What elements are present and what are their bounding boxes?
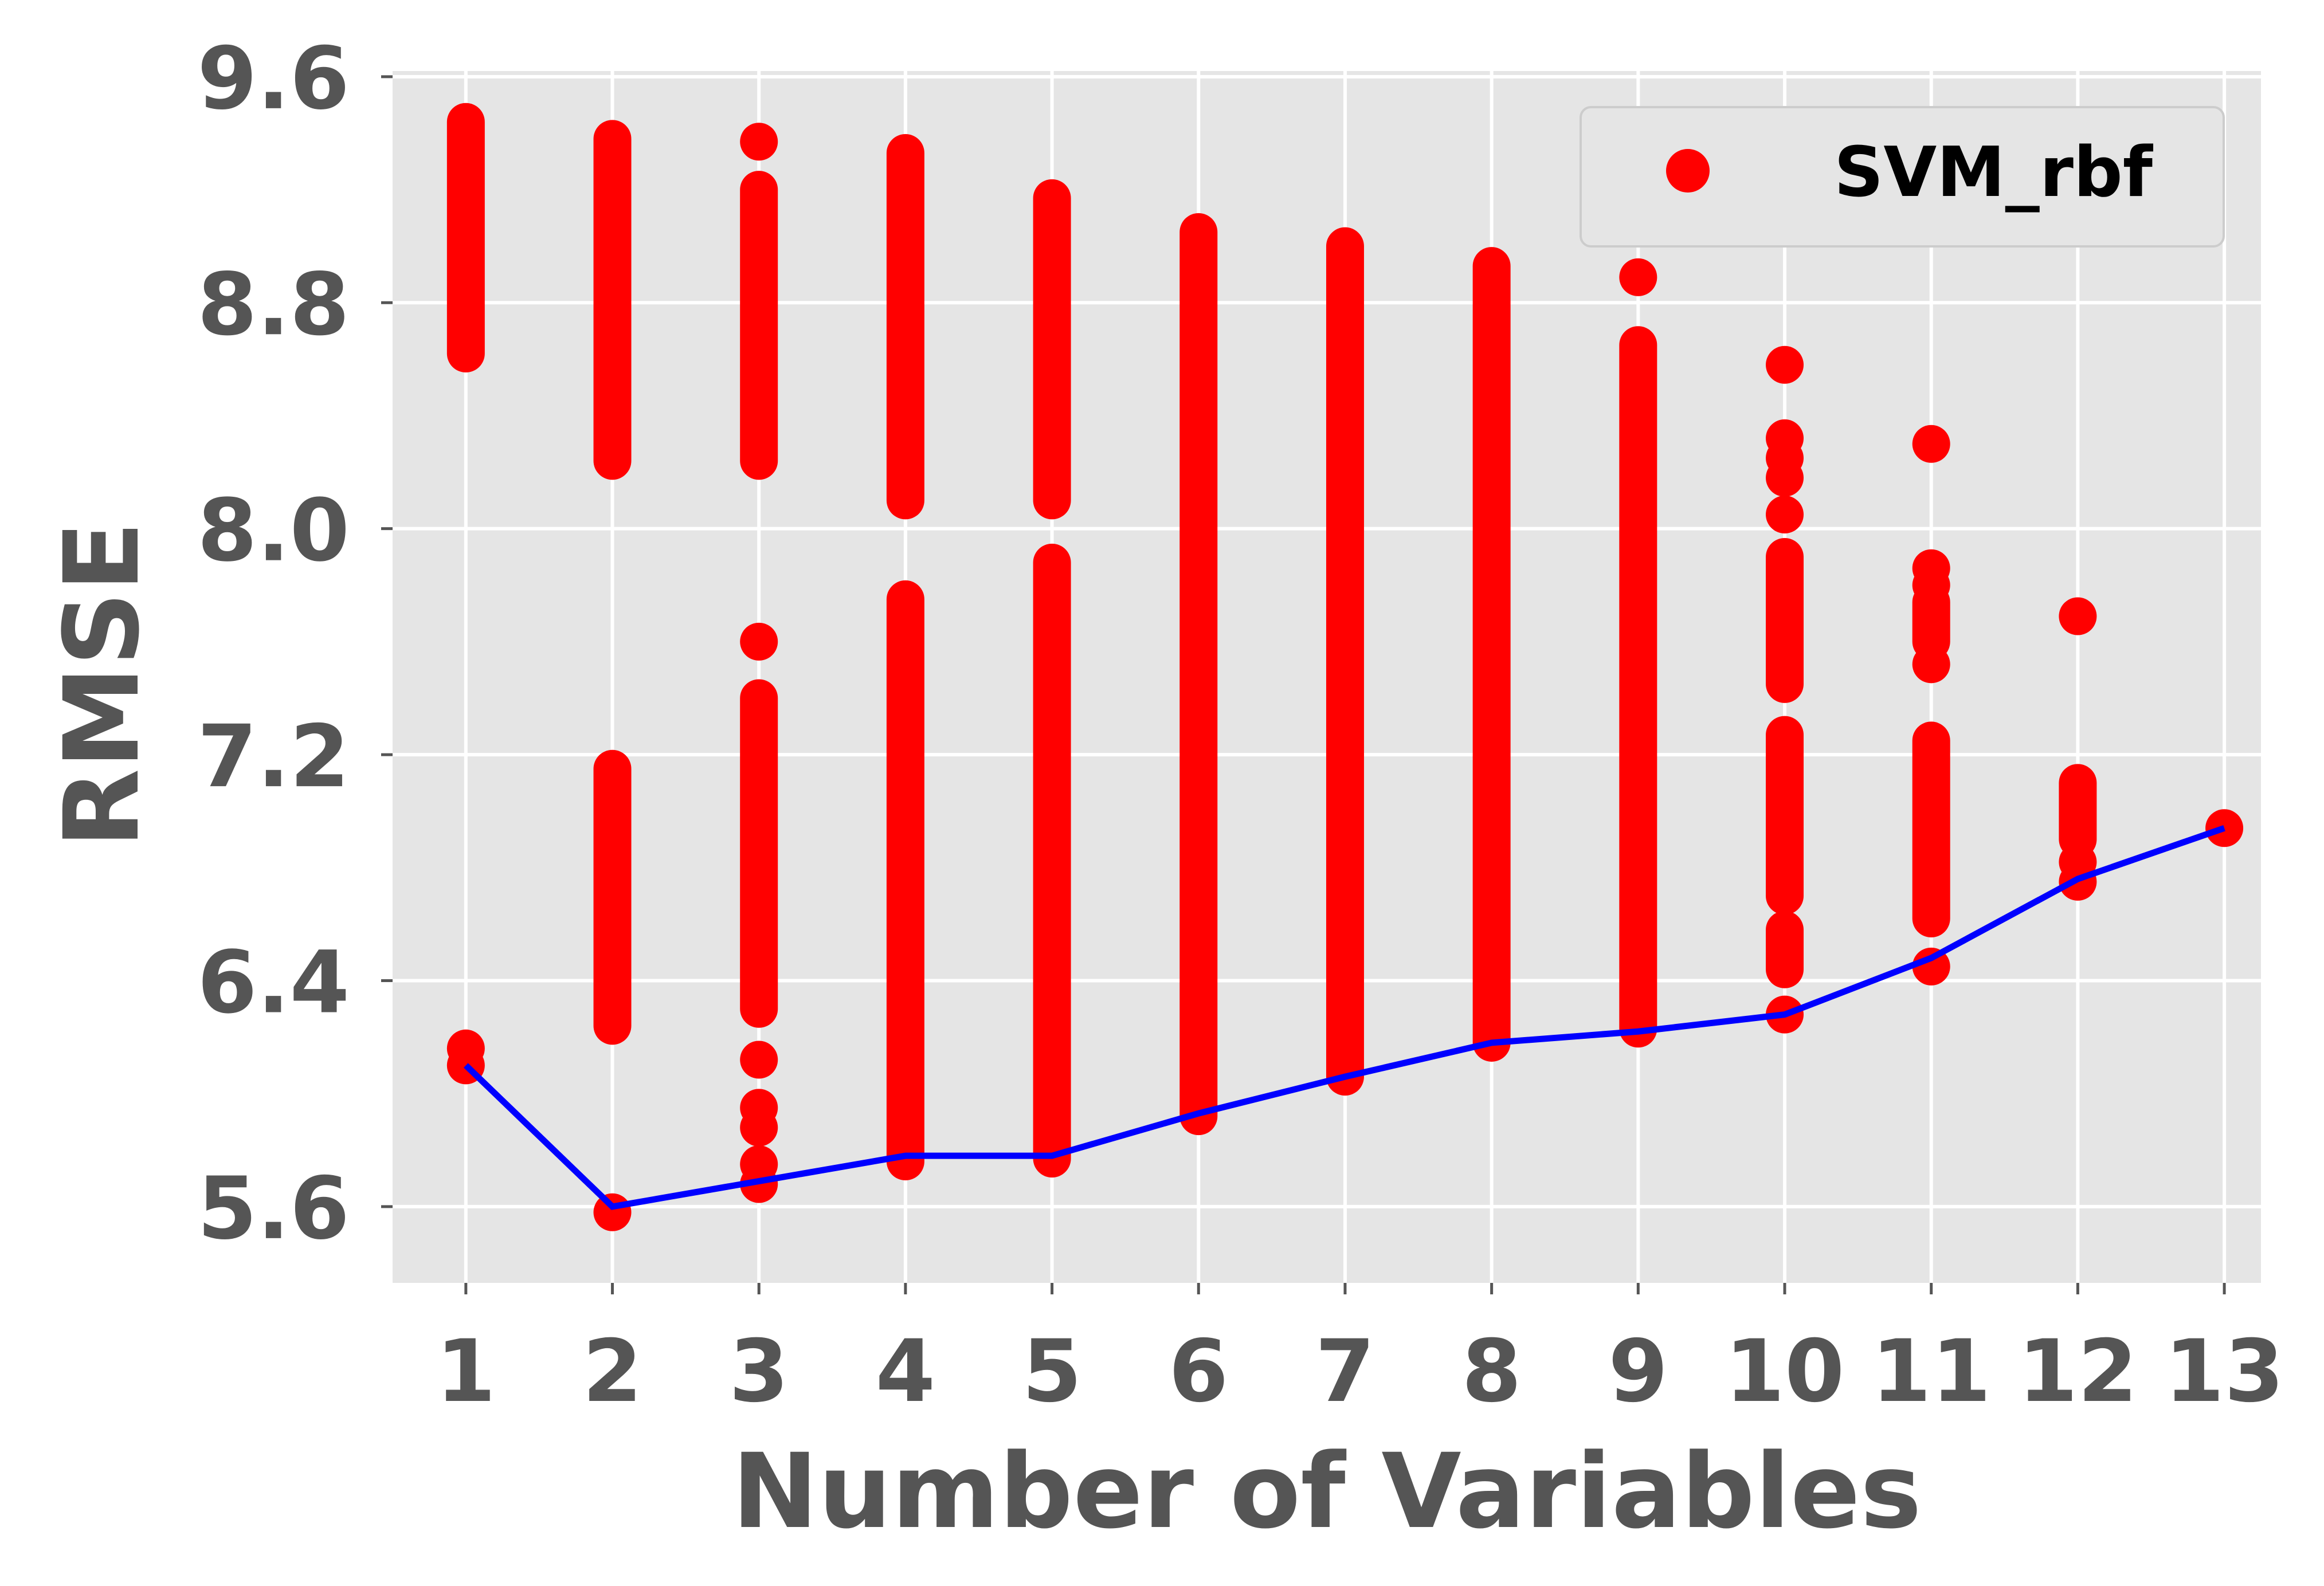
x-tick-label: 9 — [1608, 1322, 1668, 1422]
x-tick-label: 10 — [1725, 1322, 1845, 1422]
scatter-point — [1766, 346, 1804, 384]
scatter-point — [740, 123, 778, 161]
x-tick-label: 2 — [582, 1322, 642, 1422]
scatter-point — [593, 1193, 632, 1231]
scatter-point — [1766, 496, 1804, 534]
x-tick-label: 5 — [1022, 1322, 1081, 1422]
scatter-point — [1619, 258, 1657, 296]
x-tick-label: 8 — [1461, 1322, 1521, 1422]
legend-marker — [1666, 149, 1710, 193]
scatter-point — [446, 1029, 485, 1067]
x-tick-label: 11 — [1871, 1322, 1991, 1422]
y-axis-tick-labels: 5.6 6.4 7.2 8.0 8.8 9.6 — [197, 29, 350, 1259]
scatter-point — [1912, 947, 1950, 986]
scatter-series-svm-rbf — [446, 103, 2244, 1231]
axis-ticks — [381, 75, 2226, 1294]
x-tick-label: 12 — [2018, 1322, 2138, 1422]
scatter-point — [740, 1108, 778, 1147]
legend-box — [1580, 106, 2225, 248]
x-axis-title: Number of Variables — [732, 1432, 1922, 1552]
scatter-point — [2059, 597, 2097, 635]
x-tick-label: 6 — [1169, 1322, 1228, 1422]
scatter-point — [1912, 425, 1950, 463]
scatter-point — [740, 1041, 778, 1079]
x-tick-label: 3 — [729, 1322, 789, 1422]
y-axis-title: RMSE — [42, 521, 162, 848]
min-rmse-line — [464, 825, 2225, 1210]
scatter-point — [1912, 645, 1950, 684]
y-tick-label: 9.6 — [197, 29, 350, 129]
scatter-point — [740, 622, 778, 661]
legend-label-svm-rbf: SVM_rbf — [1834, 133, 2154, 213]
legend: SVM_rbf — [1580, 106, 2225, 248]
x-tick-label: 4 — [876, 1322, 935, 1422]
x-tick-label: 1 — [436, 1322, 496, 1422]
scatter-point — [1912, 566, 1950, 604]
x-tick-label: 13 — [2165, 1322, 2284, 1422]
y-tick-label: 5.6 — [197, 1159, 350, 1259]
y-tick-label: 8.0 — [197, 481, 350, 581]
y-tick-label: 8.8 — [197, 255, 350, 355]
y-tick-label: 6.4 — [197, 933, 350, 1033]
scatter-point — [2059, 843, 2097, 881]
x-axis-tick-labels: 1 2 3 4 5 6 7 8 9 10 11 12 13 — [436, 1322, 2284, 1422]
x-tick-label: 7 — [1315, 1322, 1375, 1422]
scatter-point — [1766, 458, 1804, 497]
y-tick-label: 7.2 — [197, 707, 350, 807]
